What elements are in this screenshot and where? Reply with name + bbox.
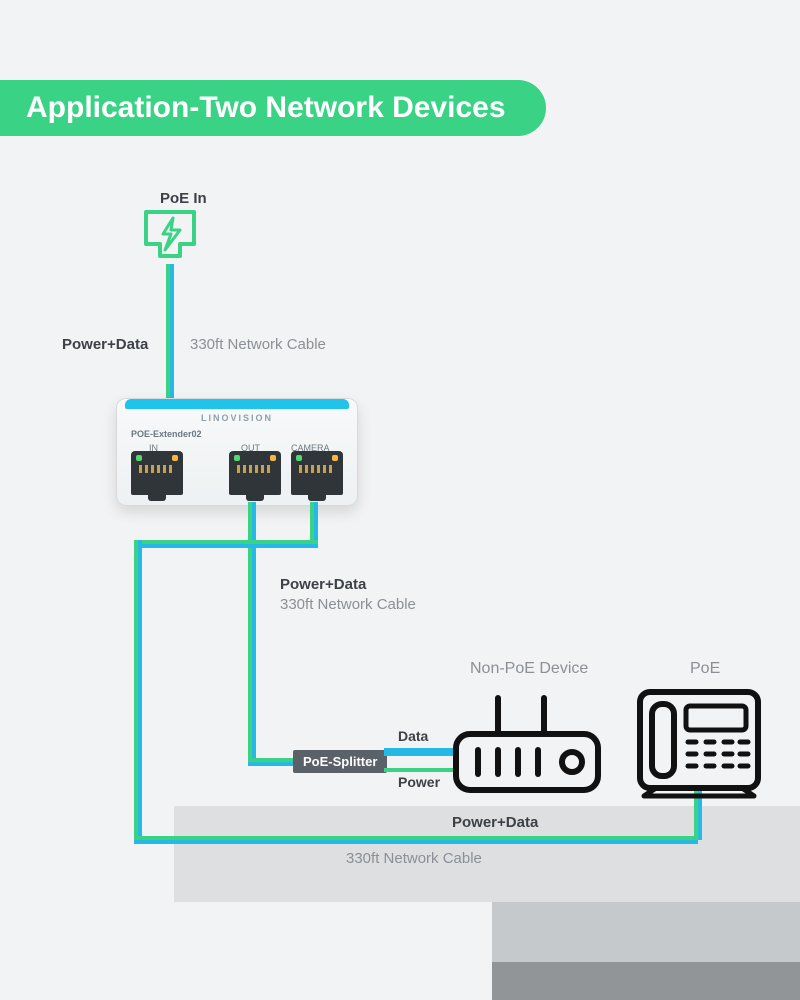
cable-power: [384, 768, 456, 772]
poe-extender-device: LINOVISION POE-Extender02 IN OUT CAMERA: [116, 398, 358, 506]
port-in: [131, 451, 183, 495]
extender-model: POE-Extender02: [131, 429, 202, 439]
cable-bottom-text: 330ft Network Cable: [346, 850, 482, 867]
cable-cam-vertical1: [310, 502, 318, 544]
poe-phone-icon: [636, 688, 762, 805]
port-camera: [291, 451, 343, 495]
cable-mid-text: 330ft Network Cable: [280, 596, 416, 613]
cable-cam-vertical2: [134, 540, 142, 840]
cable-in-text: 330ft Network Cable: [190, 336, 326, 353]
poe-splitter-tag: PoE-Splitter: [293, 750, 387, 773]
cable-in-vertical: [166, 264, 174, 406]
extender-brand: LINOVISION: [117, 413, 357, 423]
cable-in-bold: Power+Data: [62, 336, 148, 353]
ground-platform-mid: [492, 902, 800, 962]
cable-data: [384, 748, 456, 754]
poe-in-label: PoE In: [160, 190, 207, 207]
cable-cam-horizontal2: [134, 836, 698, 844]
power-label: Power: [398, 774, 440, 790]
router-label: Non-PoE Device: [470, 660, 588, 678]
cable-out-horizontal: [248, 758, 298, 766]
phone-label: PoE: [690, 660, 720, 678]
ground-platform-dark: [492, 962, 800, 1000]
cable-bottom-bold: Power+Data: [452, 814, 538, 831]
header-banner: Application-Two Network Devices: [0, 80, 546, 136]
header-title: Application-Two Network Devices: [26, 91, 506, 125]
port-out: [229, 451, 281, 495]
cable-cam-horizontal1: [138, 540, 318, 548]
cable-mid-bold: Power+Data: [280, 576, 366, 593]
router-icon: [452, 692, 602, 807]
data-label: Data: [398, 728, 428, 744]
